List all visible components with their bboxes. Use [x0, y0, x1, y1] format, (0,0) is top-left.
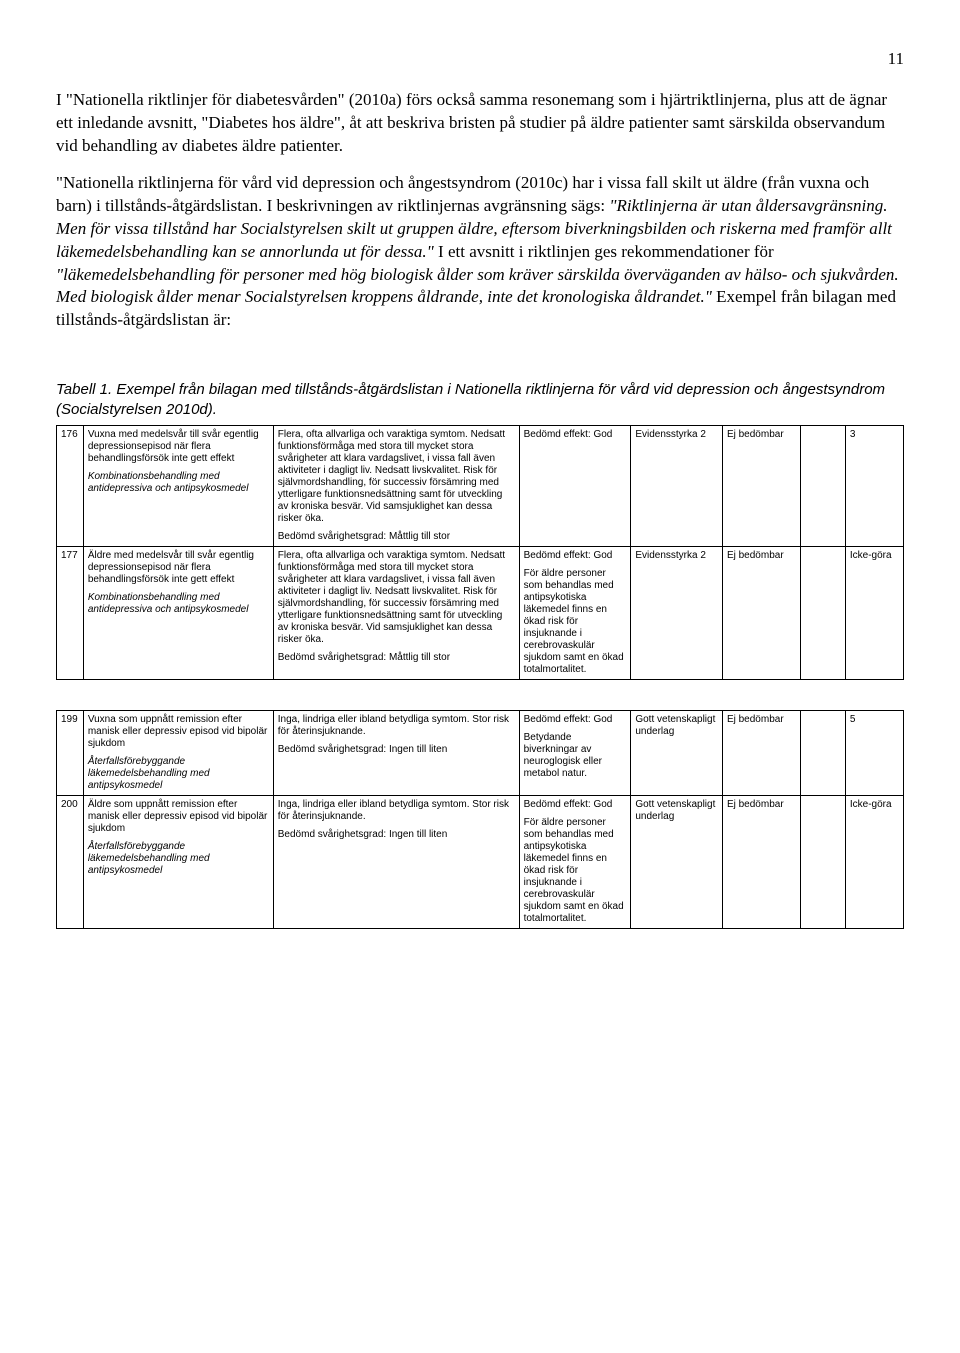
page-number: 11 — [56, 48, 904, 71]
cell-text: Bedömd effekt: God — [524, 799, 627, 811]
cell: 5 — [845, 711, 903, 796]
cell — [801, 711, 846, 796]
cell: Inga, lindriga eller ibland betydliga sy… — [273, 711, 519, 796]
cell — [801, 796, 846, 929]
cell: Ej bedömbar — [722, 711, 800, 796]
cell: Gott vetenskapligt underlag — [631, 711, 723, 796]
cell-text: Äldre med medelsvår till svår egentlig d… — [88, 550, 269, 586]
cell — [801, 547, 846, 680]
cell: Vuxna med medelsvår till svår egentlig d… — [83, 426, 273, 547]
cell-text: Bedömd svårighetsgrad: Måttlig till stor — [278, 652, 515, 664]
cell-text: Inga, lindriga eller ibland betydliga sy… — [278, 799, 515, 823]
cell-num: 199 — [57, 711, 84, 796]
cell-text: Återfallsförebyggande läkemedelsbehandli… — [88, 841, 269, 877]
cell: Inga, lindriga eller ibland betydliga sy… — [273, 796, 519, 929]
cell-text: För äldre personer som behandlas med ant… — [524, 568, 627, 676]
cell-text: Vuxna med medelsvår till svår egentlig d… — [88, 429, 269, 465]
cell: Flera, ofta allvarliga och varaktiga sym… — [273, 426, 519, 547]
cell: Gott vetenskapligt underlag — [631, 796, 723, 929]
cell-num: 200 — [57, 796, 84, 929]
cell-text: Äldre som uppnått remission efter manisk… — [88, 799, 269, 835]
cell: Bedömd effekt: God — [519, 426, 631, 547]
cell-text: För äldre personer som behandlas med ant… — [524, 817, 627, 925]
table-row: 200 Äldre som uppnått remission efter ma… — [57, 796, 904, 929]
cell-text: Bedömd effekt: God — [524, 550, 627, 562]
cell: Äldre som uppnått remission efter manisk… — [83, 796, 273, 929]
table-caption: Tabell 1. Exempel från bilagan med tills… — [56, 380, 904, 419]
table-1: 176 Vuxna med medelsvår till svår egentl… — [56, 425, 904, 680]
cell: Bedömd effekt: God Betydande biverkninga… — [519, 711, 631, 796]
cell-num: 177 — [57, 547, 84, 680]
cell-text: Kombinationsbehandling med antidepressiv… — [88, 471, 269, 495]
paragraph-1: I "Nationella riktlinjer för diabetesvår… — [56, 89, 904, 158]
cell: Evidensstyrka 2 — [631, 426, 723, 547]
cell-text: Flera, ofta allvarliga och varaktiga sym… — [278, 550, 515, 646]
cell: Äldre med medelsvår till svår egentlig d… — [83, 547, 273, 680]
table-2: 199 Vuxna som uppnått remission efter ma… — [56, 710, 904, 929]
cell — [801, 426, 846, 547]
paragraph-2: "Nationella riktlinjerna för vård vid de… — [56, 172, 904, 333]
table-row: 199 Vuxna som uppnått remission efter ma… — [57, 711, 904, 796]
para2-plain-c: I ett avsnitt i riktlinjen ges rekommend… — [434, 242, 774, 261]
cell: Vuxna som uppnått remission efter manisk… — [83, 711, 273, 796]
cell: Ej bedömbar — [722, 547, 800, 680]
cell: Icke-göra — [845, 796, 903, 929]
cell: Bedömd effekt: God För äldre personer so… — [519, 796, 631, 929]
table-row: 176 Vuxna med medelsvår till svår egentl… — [57, 426, 904, 547]
cell-text: Bedömd svårighetsgrad: Ingen till liten — [278, 744, 515, 756]
cell: Flera, ofta allvarliga och varaktiga sym… — [273, 547, 519, 680]
cell: 3 — [845, 426, 903, 547]
cell-text: Inga, lindriga eller ibland betydliga sy… — [278, 714, 515, 738]
cell: Evidensstyrka 2 — [631, 547, 723, 680]
cell-num: 176 — [57, 426, 84, 547]
cell-text: Bedömd svårighetsgrad: Måttlig till stor — [278, 531, 515, 543]
table-row: 177 Äldre med medelsvår till svår egentl… — [57, 547, 904, 680]
cell: Icke-göra — [845, 547, 903, 680]
cell-text: Betydande biverkningar av neuroglogisk e… — [524, 732, 627, 780]
cell: Bedömd effekt: God För äldre personer so… — [519, 547, 631, 680]
cell-text: Återfallsförebyggande läkemedelsbehandli… — [88, 756, 269, 792]
cell: Ej bedömbar — [722, 796, 800, 929]
cell-text: Bedömd effekt: God — [524, 714, 627, 726]
cell: Ej bedömbar — [722, 426, 800, 547]
cell-text: Kombinationsbehandling med antidepressiv… — [88, 592, 269, 616]
cell-text: Flera, ofta allvarliga och varaktiga sym… — [278, 429, 515, 525]
cell-text: Vuxna som uppnått remission efter manisk… — [88, 714, 269, 750]
cell-text: Bedömd svårighetsgrad: Ingen till liten — [278, 829, 515, 841]
